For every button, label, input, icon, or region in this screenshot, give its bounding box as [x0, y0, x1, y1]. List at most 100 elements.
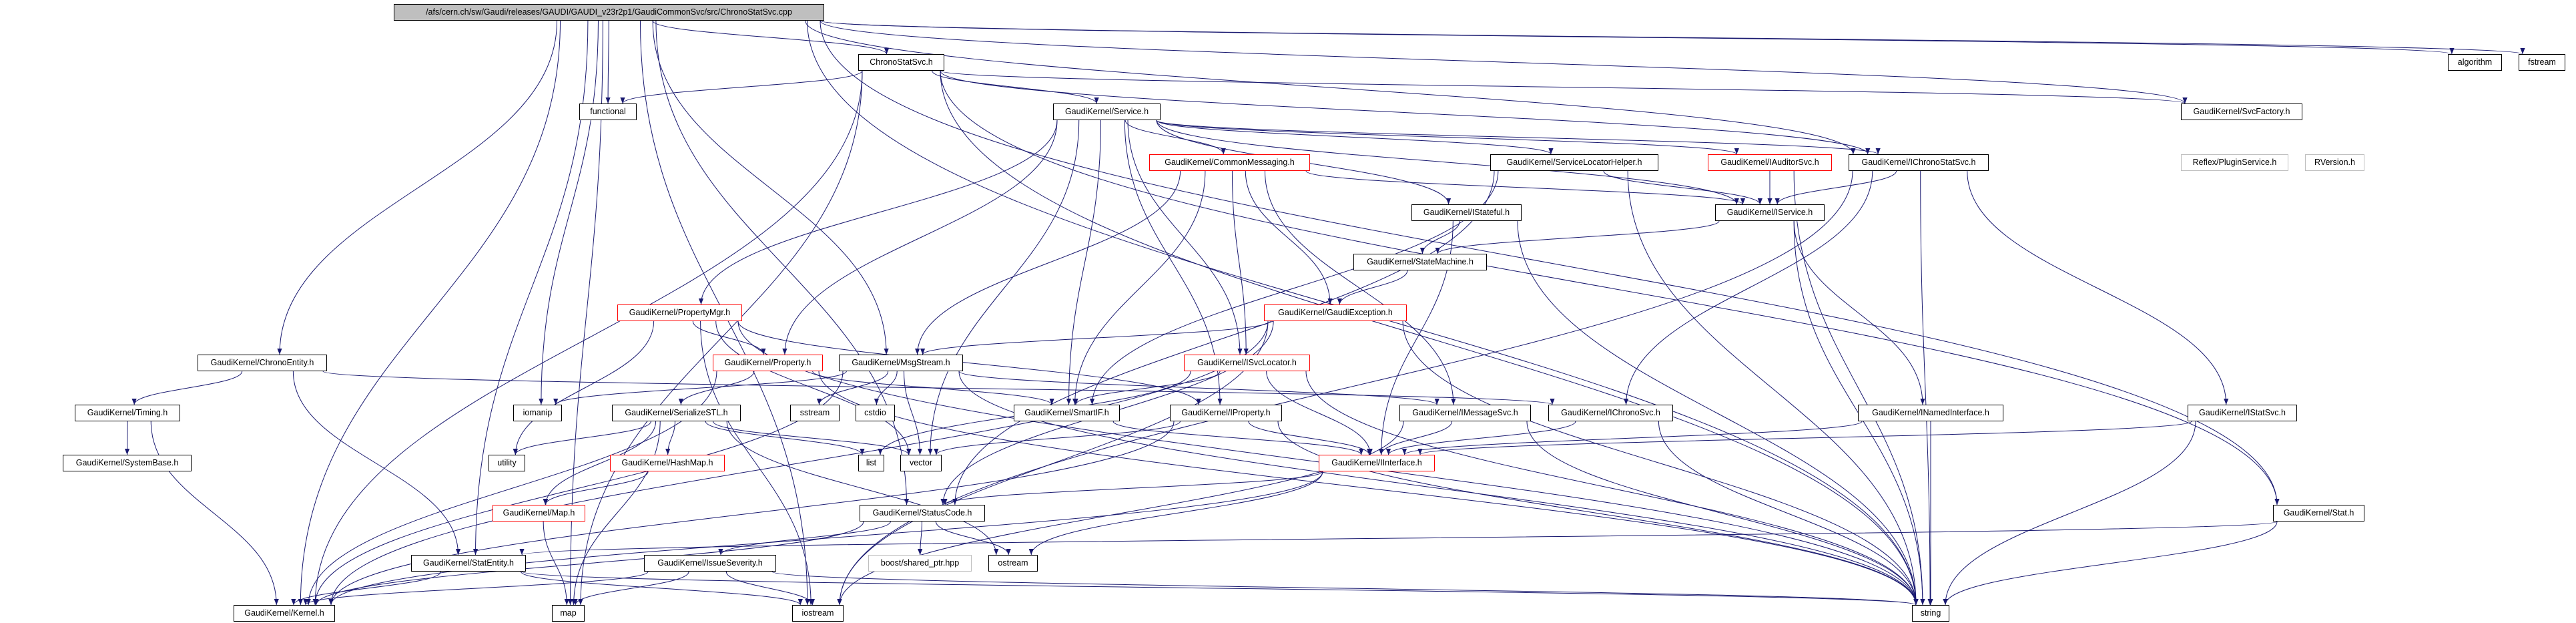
include-node[interactable]: GaudiKernel/GaudiException.h	[1264, 304, 1407, 321]
include-node[interactable]: GaudiKernel/StateMachine.h	[1353, 254, 1487, 270]
include-node[interactable]: list	[858, 455, 884, 471]
include-edge	[805, 20, 1856, 155]
include-node[interactable]: sstream	[790, 405, 840, 421]
include-node[interactable]: GaudiKernel/IInterface.h	[1319, 455, 1435, 471]
include-edge	[472, 20, 589, 556]
include-edge	[652, 20, 889, 355]
include-edge	[571, 421, 661, 606]
include-edge	[1245, 170, 1333, 305]
include-edge	[678, 371, 755, 405]
include-edge	[820, 20, 2188, 104]
include-node[interactable]: cstdio	[856, 405, 895, 421]
include-node[interactable]: utility	[489, 455, 525, 471]
include-edge	[915, 170, 1181, 355]
include-node[interactable]: GaudiKernel/IChronoSvc.h	[1548, 405, 1673, 421]
include-edge	[1248, 421, 1372, 455]
include-edge	[1277, 421, 1919, 606]
include-node[interactable]: GaudiKernel/Service.h	[1053, 103, 1161, 120]
include-node[interactable]: map	[552, 605, 585, 622]
include-node[interactable]: ChronoStatSvc.h	[858, 54, 944, 71]
include-node[interactable]: GaudiKernel/CommonMessaging.h	[1149, 154, 1310, 171]
include-edge	[718, 521, 891, 556]
include-edge	[1402, 321, 1919, 606]
include-node[interactable]: GaudiKernel/SvcFactory.h	[2181, 103, 2302, 120]
include-node[interactable]: GaudiKernel/PropertyMgr.h	[617, 304, 742, 321]
include-edge	[1417, 421, 2192, 455]
include-edge	[698, 120, 1058, 305]
include-edge	[1658, 421, 1919, 606]
include-edge	[818, 371, 1919, 606]
include-edge	[1156, 120, 1881, 155]
include-edge	[1337, 270, 1408, 305]
include-node[interactable]: GaudiKernel/StatEntity.h	[411, 555, 526, 572]
include-node[interactable]: GaudiKernel/Kernel.h	[234, 605, 335, 622]
include-edge	[874, 371, 898, 405]
include-node[interactable]: GaudiKernel/INamedInterface.h	[1858, 405, 2003, 421]
include-edge	[277, 20, 558, 355]
include-node[interactable]: functional	[579, 103, 637, 120]
include-node[interactable]: GaudiKernel/IAuditorSvc.h	[1708, 154, 1832, 171]
include-edge	[1386, 421, 1576, 455]
include-edge	[322, 371, 1554, 405]
include-edge	[1793, 220, 1925, 405]
include-node[interactable]: GaudiKernel/IProperty.h	[1170, 405, 1282, 421]
root-file-node: /afs/cern.ch/sw/Gaudi/releases/GAUDI/GAU…	[394, 4, 824, 21]
include-node[interactable]: GaudiKernel/IStatSvc.h	[2188, 405, 2297, 421]
include-edge	[837, 321, 1269, 606]
include-edge	[940, 70, 1919, 606]
include-node[interactable]: GaudiKernel/ChronoEntity.h	[198, 355, 327, 371]
include-edge	[1603, 170, 1762, 205]
include-node[interactable]: iomanip	[513, 405, 562, 421]
include-edge	[292, 371, 461, 556]
include-node[interactable]: GaudiKernel/IChronoStatSvc.h	[1849, 154, 1989, 171]
include-node[interactable]: GaudiKernel/HashMap.h	[610, 455, 725, 471]
include-node[interactable]: iostream	[792, 605, 844, 622]
include-edge	[1627, 170, 1919, 606]
include-node[interactable]: GaudiKernel/SystemBase.h	[63, 455, 192, 471]
include-node[interactable]: GaudiKernel/IssueSeverity.h	[644, 555, 776, 572]
include-edge	[543, 421, 657, 505]
include-edge	[782, 120, 1058, 355]
include-node[interactable]: GaudiKernel/Timing.h	[75, 405, 180, 421]
include-node[interactable]: GaudiKernel/StatusCode.h	[860, 505, 985, 522]
include-node[interactable]: vector	[900, 455, 942, 471]
include-node: Reflex/PluginService.h	[2181, 154, 2288, 171]
include-node[interactable]: GaudiKernel/Stat.h	[2273, 505, 2364, 522]
include-edge	[553, 371, 847, 405]
include-edge	[904, 371, 923, 455]
include-node[interactable]: GaudiKernel/ISvcLocator.h	[1184, 355, 1310, 371]
include-edge	[539, 20, 599, 405]
include-edge	[652, 20, 890, 55]
include-node[interactable]: GaudiKernel/IMessageSvc.h	[1399, 405, 1531, 421]
include-edge	[521, 571, 1918, 606]
include-edge	[837, 421, 1404, 606]
include-node[interactable]: GaudiKernel/SerializeSTL.h	[612, 405, 741, 421]
include-edge	[1379, 421, 1453, 455]
include-edge	[940, 70, 2187, 104]
include-node[interactable]: GaudiKernel/SmartIF.h	[1014, 405, 1120, 421]
include-edge	[928, 120, 1080, 455]
include-node[interactable]: GaudiKernel/IStateful.h	[1411, 204, 1522, 221]
include-edge	[328, 321, 1269, 606]
include-edge	[1967, 170, 2229, 405]
include-edge	[940, 70, 1871, 155]
include-edge	[771, 571, 1918, 606]
include-node[interactable]: fstream	[2519, 54, 2565, 71]
include-edge	[942, 471, 1323, 505]
include-edge	[605, 20, 611, 104]
include-node[interactable]: GaudiKernel/MsgStream.h	[839, 355, 963, 371]
include-edge	[1305, 170, 1745, 205]
include-node[interactable]: algorithm	[2448, 54, 2502, 71]
include-node[interactable]: GaudiKernel/Property.h	[713, 355, 823, 371]
include-node[interactable]: GaudiKernel/IService.h	[1715, 204, 1825, 221]
include-edge	[513, 421, 651, 455]
include-node[interactable]: string	[1912, 605, 1949, 622]
include-edge	[918, 521, 923, 556]
include-node[interactable]: GaudiKernel/ServiceLocatorHelper.h	[1490, 154, 1658, 171]
include-edge	[1920, 170, 1933, 606]
include-edge	[820, 20, 2525, 55]
include-edge	[567, 20, 603, 606]
include-node[interactable]: ostream	[988, 555, 1038, 572]
include-edge	[1266, 371, 1373, 455]
include-node[interactable]: GaudiKernel/Map.h	[493, 505, 585, 522]
